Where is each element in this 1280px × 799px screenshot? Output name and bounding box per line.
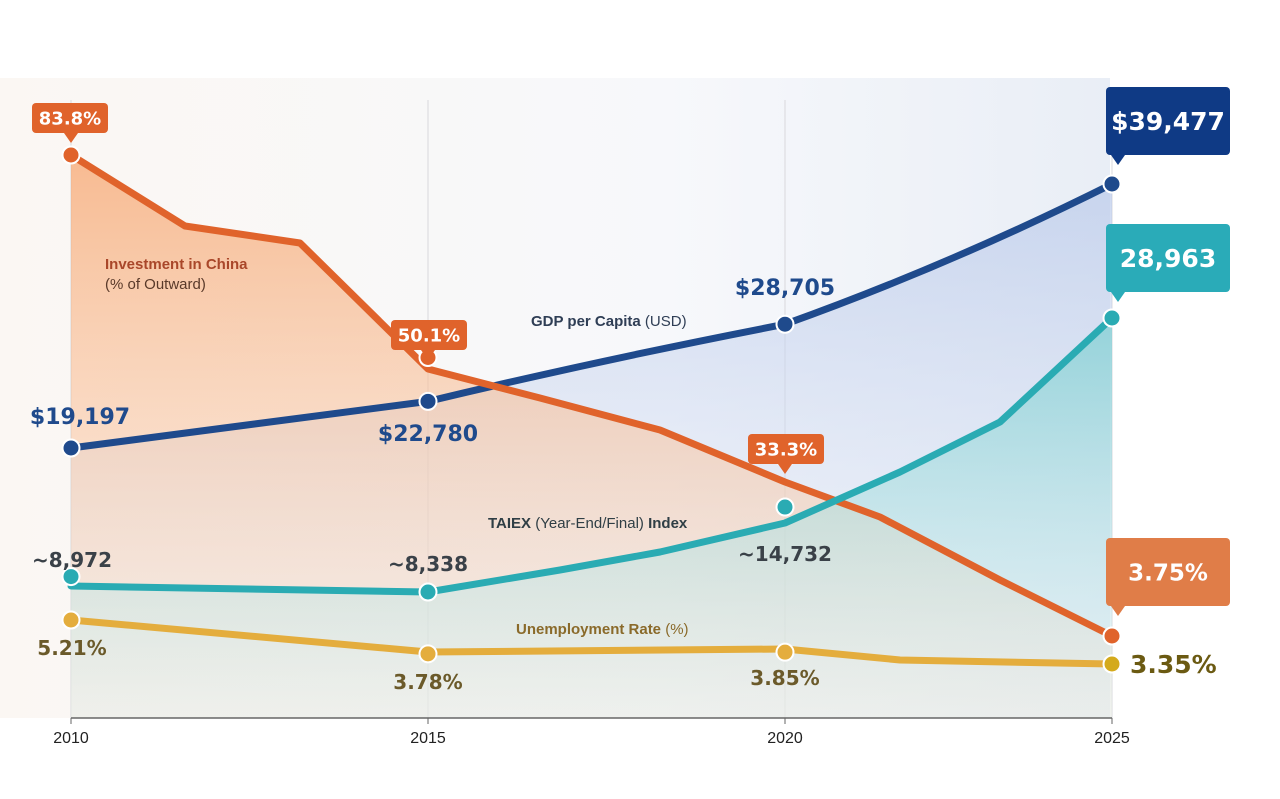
label-investment-2015-text: 50.1% (398, 325, 460, 346)
label-taiex-2025-box (1106, 224, 1230, 292)
label-investment-2010: 83.8% (32, 103, 108, 143)
label-gdp-2025-text: $39,477 (1111, 107, 1225, 136)
x-tick-label-2020: 2020 (767, 730, 803, 747)
label-investment-2025: 3.75% (1106, 538, 1230, 616)
series-name-unemployment: Unemployment Rate (%) (516, 621, 689, 638)
label-taiex-2025-text: 28,963 (1120, 244, 1216, 273)
label-unemployment-2010: 5.21% (37, 636, 106, 660)
point-unemployment-2020 (775, 642, 795, 662)
series-name-investment-suffix: (% of Outward) (105, 276, 206, 293)
series-name-taiex-part-1: (Year-End/Final) (531, 515, 644, 532)
point-taiex-2010 (61, 567, 81, 587)
x-tick-label-2010: 2010 (53, 730, 89, 747)
label-taiex-2025-tail (1111, 292, 1125, 302)
series-name-unemployment-part-0: Unemployment Rate (516, 621, 661, 638)
label-unemployment-2015: 3.78% (393, 670, 462, 694)
label-gdp-2025: $39,477 (1106, 87, 1230, 165)
point-investment-2025 (1102, 626, 1122, 646)
data-labels: 83.8% 50.1% 33.3% 3.75% $19,197 $22,780 $28,70… (30, 87, 1230, 694)
label-taiex-2010: ~8,972 (32, 548, 112, 572)
series-name-investment: Investment in China (105, 256, 248, 273)
series-name-taiex: TAIEX (Year-End/Final) Index (488, 515, 688, 532)
point-unemployment-2025 (1102, 654, 1122, 674)
line-investment (67, 151, 1116, 640)
series-points (61, 145, 1122, 674)
label-taiex-2020: ~14,732 (738, 542, 832, 566)
point-investment-2010 (61, 145, 81, 165)
point-unemployment-2015 (418, 644, 438, 664)
label-taiex-2015: ~8,338 (388, 552, 468, 576)
label-investment-2010-tail (64, 133, 78, 143)
label-investment-2015-box (391, 320, 467, 350)
label-investment-2020-tail (778, 464, 792, 474)
label-gdp-2010: $19,197 (30, 405, 130, 430)
line-taiex (67, 314, 1116, 596)
series-name-unemployment-part-1: (%) (661, 621, 689, 638)
series-name-gdp: GDP per Capita (USD) (531, 313, 687, 330)
series-name-taiex-part-2: Index (644, 515, 688, 532)
series-name-investment-part-0: Investment in China (105, 256, 248, 273)
x-tick-label-2015: 2015 (410, 730, 446, 747)
label-investment-2020: 33.3% (748, 434, 824, 474)
series-name-taiex-part-0: TAIEX (488, 515, 531, 532)
label-investment-2010-text: 83.8% (39, 108, 101, 129)
label-investment-2015-tail (421, 350, 435, 360)
label-gdp-2015: $22,780 (378, 422, 478, 447)
point-unemployment-2010 (61, 610, 81, 630)
label-investment-2015: 50.1% (391, 320, 467, 360)
label-gdp-2020: $28,705 (735, 276, 835, 301)
series-areas (71, 155, 1112, 718)
area-taiex (71, 318, 1112, 718)
label-investment-2020-text: 33.3% (755, 439, 817, 460)
point-taiex-2025 (1102, 308, 1122, 328)
label-investment-2025-tail (1111, 606, 1125, 616)
label-investment-2025-box (1106, 538, 1230, 606)
point-gdp-2010 (61, 438, 81, 458)
series-name-gdp-part-0: GDP per Capita (531, 313, 641, 330)
label-taiex-2025: 28,963 (1106, 224, 1230, 302)
label-gdp-2025-tail (1111, 155, 1125, 165)
label-investment-2010-box (32, 103, 108, 133)
point-gdp-2020 (775, 314, 795, 334)
x-axis: 2010 2015 2020 2025 (53, 717, 1130, 747)
point-gdp-2025 (1102, 174, 1122, 194)
label-investment-2020-box (748, 434, 824, 464)
series-names: Investment in China (% of Outward) GDP per… (105, 256, 689, 638)
point-taiex-2015 (418, 582, 438, 602)
label-investment-2025-text: 3.75% (1128, 560, 1208, 586)
label-unemployment-2025: 3.35% (1130, 650, 1217, 679)
x-tick-label-2025: 2025 (1094, 730, 1130, 747)
label-unemployment-2020: 3.85% (750, 666, 819, 690)
series-name-gdp-part-1: (USD) (641, 313, 687, 330)
point-gdp-2015 (418, 391, 438, 411)
label-gdp-2025-box (1106, 87, 1230, 155)
point-taiex-2020 (775, 497, 795, 517)
